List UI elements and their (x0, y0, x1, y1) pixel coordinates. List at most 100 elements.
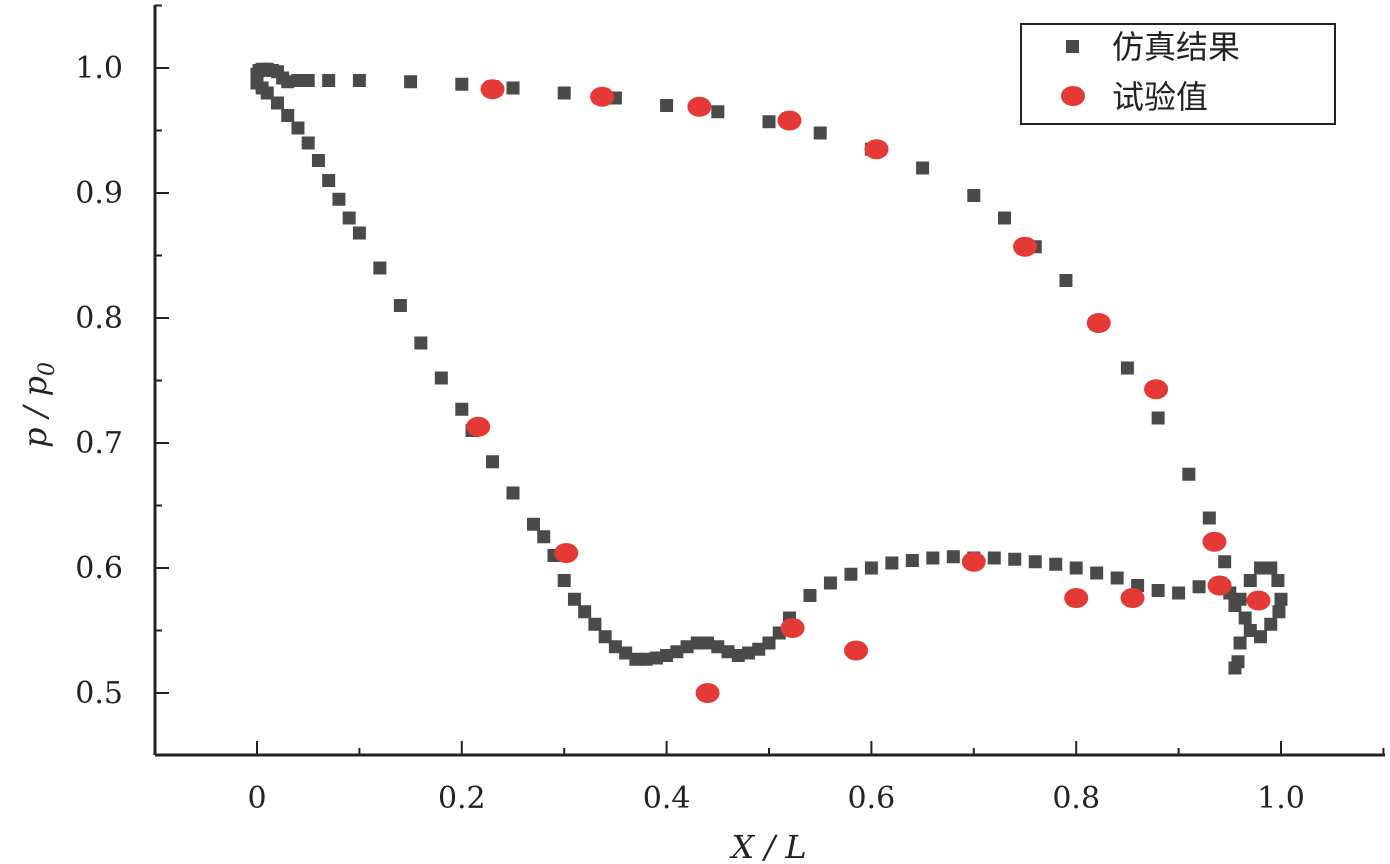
simulation-point (373, 261, 387, 275)
y-tick-label: 0.5 (75, 676, 123, 711)
experiment-point (466, 416, 491, 437)
simulation-point (1264, 617, 1278, 631)
simulation-point (1218, 555, 1232, 569)
simulation-point (721, 645, 735, 659)
simulation-point (270, 96, 284, 110)
simulation-point (690, 636, 704, 650)
legend-label-experiment: 试验值 (1112, 78, 1208, 116)
simulation-point (322, 174, 336, 187)
simulation-point (1238, 611, 1252, 625)
simulation-point (1243, 574, 1257, 587)
y-tick-label: 1.0 (75, 51, 123, 86)
ticks: 0 0.2 0.4 0.6 0.8 1.0 0.5 0.6 0.7 0.8 0.9 1.0 (75, 4, 1385, 816)
legend-label-simulation: 仿真结果 (1112, 28, 1240, 66)
simulation-point (588, 617, 602, 631)
simulation-point (301, 74, 315, 87)
simulation-point (649, 651, 663, 665)
simulation-point (1110, 571, 1124, 585)
simulation-point (670, 645, 684, 659)
x-tick-label: 0.2 (438, 781, 486, 816)
simulation-point (660, 99, 674, 112)
simulation-point (731, 649, 745, 662)
simulation-point (414, 336, 428, 350)
simulation-point (1272, 605, 1286, 619)
y-axis-title: p / p0 (16, 362, 60, 448)
simulation-point (1228, 661, 1242, 675)
experiment-point (1202, 531, 1227, 552)
x-tick-label: 0.6 (848, 781, 896, 816)
simulation-point (1049, 557, 1063, 571)
simulation-point (701, 636, 715, 650)
simulation-point (926, 551, 940, 565)
y-tick-label: 0.6 (75, 551, 123, 586)
simulation-point (281, 109, 295, 122)
simulation-point (250, 76, 264, 90)
simulation-point (1151, 411, 1165, 425)
experiment-point (864, 139, 889, 160)
simulation-point (598, 630, 612, 644)
simulation-point (281, 75, 295, 89)
simulation-point (1192, 580, 1206, 594)
simulation-point (762, 115, 776, 129)
simulation-point (946, 550, 960, 564)
simulation-point (1271, 574, 1285, 587)
simulation-point (332, 192, 346, 206)
simulation-point (1172, 586, 1186, 600)
experiment-point (1207, 575, 1232, 596)
y-axis-title-subscript: 0 (35, 362, 60, 376)
simulation-point (557, 86, 571, 100)
experiment-point (687, 96, 712, 117)
simulation-point (987, 551, 1001, 565)
simulation-point (537, 530, 551, 544)
simulation-point (619, 646, 633, 660)
experiment-point (590, 86, 615, 107)
simulation-point (864, 561, 878, 575)
simulation-point (455, 402, 469, 416)
simulation-point (1182, 467, 1196, 481)
x-tick-label: 1.0 (1257, 781, 1305, 816)
simulation-point (352, 74, 366, 87)
data-marks (250, 62, 1288, 703)
simulation-point (885, 556, 899, 570)
experiment-point (780, 618, 805, 638)
experiment-point (695, 683, 720, 703)
simulation-point (1090, 566, 1104, 580)
simulation-point (1254, 561, 1268, 575)
simulation-point (711, 105, 725, 119)
simulation-point (352, 226, 366, 240)
legend-marker-simulation (1066, 40, 1079, 53)
simulation-point (578, 605, 592, 619)
y-axis-title-main: p / p (16, 376, 54, 448)
simulation-point (967, 189, 981, 202)
experiment-point (1086, 313, 1111, 333)
simulation-point (1069, 561, 1083, 575)
simulation-point (823, 576, 837, 590)
simulation-point (322, 74, 336, 87)
simulation-point (291, 121, 305, 135)
simulation-point (526, 517, 540, 531)
svg-text:p / p0: p / p0 (16, 362, 60, 448)
experiment-point (554, 543, 579, 563)
y-tick-label: 0.7 (75, 426, 123, 461)
simulation-point (1264, 561, 1278, 575)
simulation-point (557, 574, 571, 587)
simulation-point (1151, 584, 1165, 597)
simulation-point (506, 486, 520, 500)
simulation-point (844, 567, 858, 581)
x-tick-label: 0.8 (1052, 781, 1100, 816)
simulation-point (1243, 624, 1257, 637)
simulation-point (486, 455, 500, 469)
legend-marker-experiment (1061, 86, 1085, 106)
simulation-point (742, 646, 756, 660)
simulation-point (393, 299, 407, 312)
simulation-point (311, 154, 325, 167)
y-tick-label: 0.8 (75, 301, 123, 336)
simulation-point (301, 136, 315, 150)
experiment-point (480, 79, 505, 100)
simulation-point (1233, 636, 1247, 650)
simulation-point (905, 554, 919, 567)
simulation-point (916, 161, 930, 175)
legend: 仿真结果 试验值 (1020, 23, 1336, 125)
simulation-point (608, 640, 622, 654)
